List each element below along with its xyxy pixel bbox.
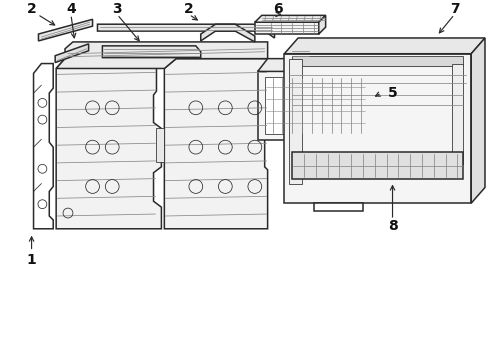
Polygon shape [289, 59, 302, 184]
Polygon shape [56, 59, 161, 229]
Polygon shape [98, 24, 274, 38]
Polygon shape [258, 59, 383, 71]
Polygon shape [38, 19, 93, 41]
Polygon shape [284, 38, 485, 54]
Polygon shape [156, 129, 164, 162]
Text: 6: 6 [272, 3, 282, 17]
Text: 2: 2 [26, 3, 36, 17]
Polygon shape [373, 59, 383, 140]
Polygon shape [255, 15, 326, 22]
Polygon shape [102, 46, 201, 58]
Text: 4: 4 [66, 3, 76, 17]
Polygon shape [265, 77, 366, 134]
Polygon shape [56, 42, 268, 68]
Text: 7: 7 [450, 3, 459, 17]
Polygon shape [292, 152, 464, 179]
Polygon shape [284, 54, 471, 203]
Polygon shape [201, 24, 255, 42]
Polygon shape [255, 22, 319, 34]
Text: 1: 1 [26, 253, 36, 267]
Text: 3: 3 [112, 3, 122, 17]
Polygon shape [33, 64, 53, 229]
Text: 8: 8 [388, 219, 397, 233]
Polygon shape [164, 59, 268, 229]
Polygon shape [471, 38, 485, 203]
Polygon shape [292, 56, 464, 66]
Polygon shape [319, 15, 326, 34]
Polygon shape [55, 44, 89, 63]
Polygon shape [452, 64, 464, 164]
Text: 5: 5 [388, 86, 397, 100]
Polygon shape [258, 71, 373, 140]
Text: 2: 2 [184, 3, 194, 17]
Polygon shape [314, 203, 363, 211]
